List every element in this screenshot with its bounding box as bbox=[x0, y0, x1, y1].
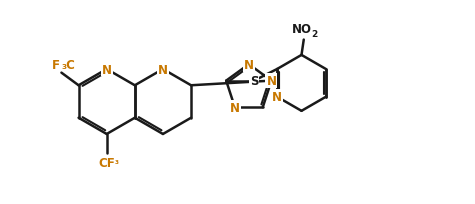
Text: N: N bbox=[102, 63, 112, 76]
Text: N: N bbox=[266, 75, 276, 88]
Text: 2: 2 bbox=[311, 30, 317, 39]
Text: S: S bbox=[250, 75, 258, 88]
Text: N: N bbox=[158, 63, 168, 76]
Text: F: F bbox=[52, 59, 60, 71]
Text: ₃: ₃ bbox=[115, 156, 119, 165]
Text: NO: NO bbox=[292, 23, 312, 36]
Text: N: N bbox=[244, 58, 254, 71]
Text: N: N bbox=[272, 91, 282, 104]
Text: CF: CF bbox=[98, 156, 115, 169]
Text: ₃C: ₃C bbox=[62, 59, 76, 71]
Text: N: N bbox=[230, 101, 240, 114]
